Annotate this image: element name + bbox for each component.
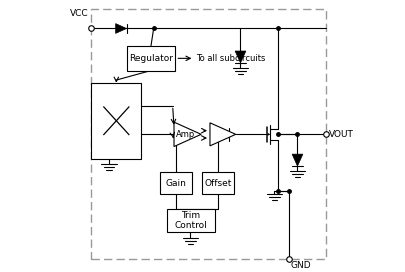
Bar	[91, 10, 326, 259]
Polygon shape	[235, 51, 246, 63]
Text: VCC: VCC	[70, 10, 88, 18]
Polygon shape	[210, 123, 236, 146]
Text: Regulator: Regulator	[129, 54, 173, 63]
Bar	[91, 83, 141, 159]
Polygon shape	[268, 133, 270, 135]
Text: To all subcircuits: To all subcircuits	[196, 54, 265, 63]
Text: Trim
Control: Trim Control	[175, 211, 207, 230]
Text: Gain: Gain	[166, 179, 186, 188]
Polygon shape	[116, 24, 126, 33]
Text: Amp: Amp	[176, 130, 195, 139]
Bar	[126, 46, 175, 70]
Polygon shape	[174, 122, 201, 147]
Bar	[160, 172, 192, 194]
Bar	[202, 172, 234, 194]
Text: Offset: Offset	[205, 179, 232, 188]
Bar	[167, 209, 215, 232]
Polygon shape	[292, 154, 303, 166]
Text: GND: GND	[291, 261, 311, 270]
Text: VOUT: VOUT	[329, 130, 354, 139]
